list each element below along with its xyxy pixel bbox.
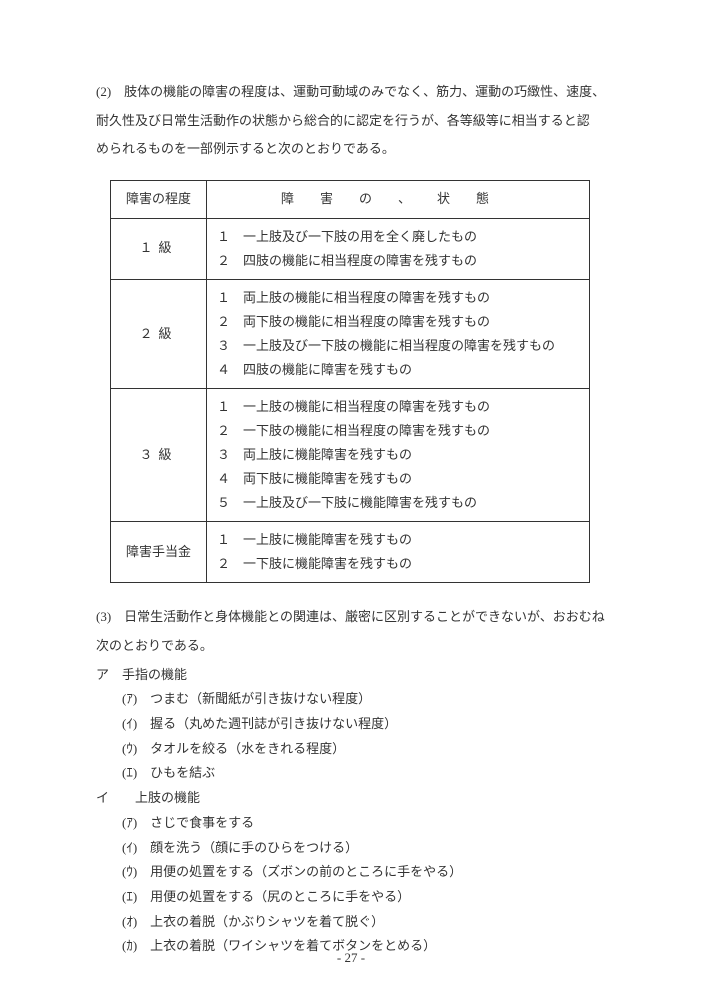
table-row: 障害手当金 １ 一上肢に機能障害を残すもの ２ 一下肢に機能障害を残すもの bbox=[111, 522, 590, 583]
paragraph-2-line2: 耐久性及び日常生活動作の状態から総合的に認定を行うが、各等級等に相当すると認 bbox=[70, 109, 642, 134]
i-item: (ｲ) 顔を洗う（顔に手のひらをつける） bbox=[70, 836, 642, 861]
item-line: ２ 一下肢の機能に相当程度の障害を残すもの bbox=[217, 419, 579, 443]
section-i-heading: イ 上肢の機能 bbox=[70, 786, 642, 811]
a-item: (ｴ) ひもを結ぶ bbox=[70, 761, 642, 786]
paragraph-3-line2: 次のとおりである。 bbox=[70, 634, 642, 659]
para2-l1: 肢体の機能の障害の程度は、運動可動域のみでなく、筋力、運動の巧緻性、速度、 bbox=[111, 84, 605, 99]
paragraph-2-line1: (2) 肢体の機能の障害の程度は、運動可動域のみでなく、筋力、運動の巧緻性、速度… bbox=[70, 80, 642, 105]
items-cell: １ 一上肢及び一下肢の用を全く廃したもの ２ 四肢の機能に相当程度の障害を残すも… bbox=[207, 218, 590, 279]
section-a-heading: ア 手指の機能 bbox=[70, 663, 642, 688]
item-line: １ 一上肢及び一下肢の用を全く廃したもの bbox=[217, 225, 579, 249]
document-page: (2) 肢体の機能の障害の程度は、運動可動域のみでなく、筋力、運動の巧緻性、速度… bbox=[0, 0, 702, 993]
items-cell: １ 一上肢に機能障害を残すもの ２ 一下肢に機能障害を残すもの bbox=[207, 522, 590, 583]
item-line: １ 両上肢の機能に相当程度の障害を残すもの bbox=[217, 286, 579, 310]
grade-cell: ３級 bbox=[111, 389, 207, 522]
a-item: (ｲ) 握る（丸めた週刊誌が引き抜けない程度） bbox=[70, 712, 642, 737]
item-line: ３ 一上肢及び一下肢の機能に相当程度の障害を残すもの bbox=[217, 334, 579, 358]
page-number: - 27 - bbox=[0, 946, 702, 971]
table-header-row: 障害の程度 障害の、状態 bbox=[111, 181, 590, 219]
item-line: ４ 四肢の機能に障害を残すもの bbox=[217, 358, 579, 382]
grade-cell: 障害手当金 bbox=[111, 522, 207, 583]
para2-num: (2) bbox=[96, 84, 111, 99]
i-item: (ｴ) 用便の処置をする（尻のところに手をやる） bbox=[70, 885, 642, 910]
table-head-left: 障害の程度 bbox=[111, 181, 207, 219]
item-line: ５ 一上肢及び一下肢に機能障害を残すもの bbox=[217, 491, 579, 515]
i-item: (ｳ) 用便の処置をする（ズボンの前のところに手をやる） bbox=[70, 860, 642, 885]
disability-grade-table: 障害の程度 障害の、状態 １級 １ 一上肢及び一下肢の用を全く廃したもの ２ 四… bbox=[110, 180, 590, 583]
table-row: ２級 １ 両上肢の機能に相当程度の障害を残すもの ２ 両下肢の機能に相当程度の障… bbox=[111, 279, 590, 388]
paragraph-2-line3: められるものを一部例示すると次のとおりである。 bbox=[70, 137, 642, 162]
i-item: (ｵ) 上衣の着脱（かぶりシャツを着て脱ぐ） bbox=[70, 910, 642, 935]
paragraph-3-line1: (3) 日常生活動作と身体機能との関連は、厳密に区別することができないが、おおむ… bbox=[70, 605, 642, 630]
item-line: １ 一上肢の機能に相当程度の障害を残すもの bbox=[217, 395, 579, 419]
item-line: １ 一上肢に機能障害を残すもの bbox=[217, 528, 579, 552]
item-line: ４ 両下肢に機能障害を残すもの bbox=[217, 467, 579, 491]
table-row: １級 １ 一上肢及び一下肢の用を全く廃したもの ２ 四肢の機能に相当程度の障害を… bbox=[111, 218, 590, 279]
items-cell: １ 一上肢の機能に相当程度の障害を残すもの ２ 一下肢の機能に相当程度の障害を残… bbox=[207, 389, 590, 522]
items-cell: １ 両上肢の機能に相当程度の障害を残すもの ２ 両下肢の機能に相当程度の障害を残… bbox=[207, 279, 590, 388]
item-line: ２ 四肢の機能に相当程度の障害を残すもの bbox=[217, 249, 579, 273]
item-line: ２ 一下肢に機能障害を残すもの bbox=[217, 552, 579, 576]
i-item: (ｱ) さじで食事をする bbox=[70, 811, 642, 836]
table-head-right: 障害の、状態 bbox=[207, 181, 590, 219]
a-item: (ｳ) タオルを絞る（水をきれる程度） bbox=[70, 737, 642, 762]
para3-num: (3) bbox=[96, 609, 111, 624]
item-line: ３ 両上肢に機能障害を残すもの bbox=[217, 443, 579, 467]
table-row: ３級 １ 一上肢の機能に相当程度の障害を残すもの ２ 一下肢の機能に相当程度の障… bbox=[111, 389, 590, 522]
item-line: ２ 両下肢の機能に相当程度の障害を残すもの bbox=[217, 310, 579, 334]
grade-cell: ２級 bbox=[111, 279, 207, 388]
a-item: (ｱ) つまむ（新聞紙が引き抜けない程度） bbox=[70, 687, 642, 712]
para3-l1: 日常生活動作と身体機能との関連は、厳密に区別することができないが、おおむね bbox=[111, 609, 605, 624]
grade-cell: １級 bbox=[111, 218, 207, 279]
